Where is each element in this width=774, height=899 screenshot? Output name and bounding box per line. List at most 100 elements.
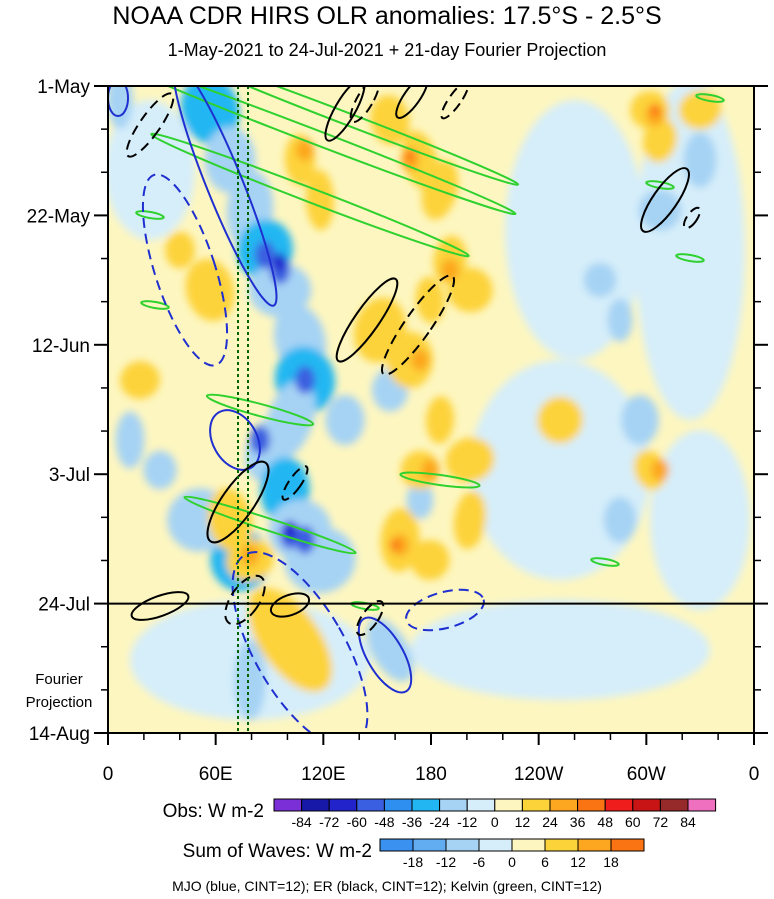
field-blob-warm-core <box>241 544 259 566</box>
x-tick-label: 60E <box>199 764 233 785</box>
field-blob-suppressed-blue <box>583 262 617 298</box>
colorbar-level-label: 36 <box>570 814 586 830</box>
colorbar-level-label: 24 <box>542 814 558 830</box>
field-blob-warm <box>415 276 445 324</box>
x-tick-label: 0 <box>103 764 114 785</box>
er-wave-contour <box>682 206 702 230</box>
field-blob-suppressed-blue <box>325 394 365 446</box>
er-wave-contour <box>281 465 309 501</box>
chart-title: NOAA CDR HIRS OLR anomalies: 17.5°S - 2.… <box>112 2 662 30</box>
kelvin-wave-contour <box>183 495 357 555</box>
x-tick-label: 60W <box>627 764 666 785</box>
projection-label: Projection <box>26 694 93 711</box>
field-blob-projection-cool2 <box>366 618 414 682</box>
colorbar-level-label: -84 <box>291 814 311 830</box>
colorbar-cell <box>412 838 447 852</box>
colorbar-level-label: -18 <box>403 854 423 870</box>
x-tick-label: 120E <box>301 764 345 785</box>
kelvin-wave-contour <box>140 300 170 310</box>
kelvin-wave-contour <box>399 471 481 489</box>
field-blob-warm <box>185 258 235 322</box>
colorbar-level-label: 60 <box>625 814 641 830</box>
waves-colorbar: -18 -12 -6 0 6 12 18 Sum of Waves: W m-2 <box>183 838 645 870</box>
mjo-wave-contour <box>141 173 229 367</box>
y-tick-label: 14-Aug <box>29 724 90 745</box>
colorbar-level-label: -48 <box>374 814 394 830</box>
er-wave-contour <box>125 92 175 158</box>
field-blob-warm <box>447 267 493 313</box>
field-blob-suppressed-blue <box>406 480 434 520</box>
er-wave-contour <box>269 592 311 618</box>
colorbar-cell <box>521 798 551 812</box>
field-blob-suppressed-blue <box>143 450 177 490</box>
field-blob-east-light2 <box>650 430 750 610</box>
field-blob-projection-light2 <box>410 600 710 700</box>
colorbar-level-label: 48 <box>597 814 613 830</box>
colorbar-level-label: 84 <box>680 814 696 830</box>
colorbar-level-label: -6 <box>473 854 486 870</box>
mjo-wave-contour <box>108 86 129 117</box>
field-blob-warm <box>537 396 583 444</box>
er-wave-contour <box>130 591 190 621</box>
er-wave-contour <box>395 86 429 119</box>
wave-contour-legend: MJO (blue, CINT=12); ER (black, CINT=12)… <box>172 878 602 894</box>
field-blob-warm-peak <box>405 149 415 161</box>
field-blob-warm-core <box>441 259 459 281</box>
colorbar-cell <box>439 798 468 812</box>
olr-anomaly-field <box>108 86 750 720</box>
field-blob-suppressed-blue <box>621 394 659 446</box>
colorbar-cell <box>604 798 634 812</box>
mjo-wave-contour <box>357 616 413 694</box>
kelvin-wave-contour <box>205 393 315 427</box>
y-tick-label: 12-Jun <box>32 336 90 357</box>
er-wave-contour <box>224 574 266 626</box>
field-blob-warm <box>425 396 455 444</box>
field-blob-convective-core <box>295 366 315 394</box>
colorbar-level-label: 12 <box>570 854 586 870</box>
obs-colorbar: -84 -72 -60 -48 -36 -24 -12 0 12 24 36 48 60 72 84 Obs:… <box>163 798 717 830</box>
field-blob-suppressed-blue <box>108 86 133 129</box>
colorbar-cell <box>544 838 579 852</box>
field-blob-warm-core <box>411 349 429 371</box>
field-blob-warm <box>305 169 335 231</box>
colorbar-level-label: -12 <box>457 814 477 830</box>
y-tick-label: 24-Jul <box>38 595 90 616</box>
mjo-wave-contour <box>172 86 278 307</box>
field-blob-warm <box>165 231 195 269</box>
colorbars: -84 -72 -60 -48 -36 -24 -12 0 12 24 36 48 60 72 84Obs:… <box>163 798 717 870</box>
colorbar-cell <box>445 838 480 852</box>
field-blob-warm <box>387 331 433 389</box>
mjo-wave-contour <box>231 551 369 733</box>
field-blob-suppressed-blue <box>607 298 633 342</box>
x-tick-label: 180 <box>415 764 447 785</box>
projection-label: Fourier <box>35 671 83 688</box>
colorbar-level-label: 18 <box>603 854 619 870</box>
x-tick-label: 0 <box>749 764 760 785</box>
field-blob-convective-peak <box>274 253 286 271</box>
anomaly-blobs <box>108 86 750 720</box>
colorbar-cell <box>383 798 413 812</box>
er-wave-contour <box>324 86 366 142</box>
field-blob-projection-cool <box>234 640 266 720</box>
er-wave-contour <box>355 599 385 637</box>
field-blob-suppressed-blue <box>638 189 682 231</box>
colorbar-title: Obs: W m-2 <box>163 801 264 822</box>
field-blob-warm <box>410 540 450 580</box>
field-blob-warm-peak <box>390 539 400 551</box>
er-wave-contour <box>440 86 470 120</box>
kelvin-wave-contour <box>108 86 517 216</box>
plot-axes: 1-May 22-May 12-Jun 3-Jul 24-Jul 14-Aug Fourie… <box>26 77 768 785</box>
field-blob-pacific-light2 <box>470 360 650 580</box>
colorbar-cell <box>632 798 661 812</box>
kelvin-wave-contour <box>590 557 620 567</box>
colorbar-level-label: -24 <box>429 814 449 830</box>
field-blob-suppressed-blue <box>603 497 637 543</box>
colorbar-cell <box>356 798 385 812</box>
field-blob-convective-core <box>250 426 270 454</box>
er-wave-contour <box>349 86 381 124</box>
field-blob-convective <box>248 262 312 318</box>
colorbar-cell <box>379 838 414 852</box>
field-blob-west-light <box>108 100 195 240</box>
field-blob-warm <box>642 117 678 163</box>
field-blob-warm-core <box>421 459 439 481</box>
